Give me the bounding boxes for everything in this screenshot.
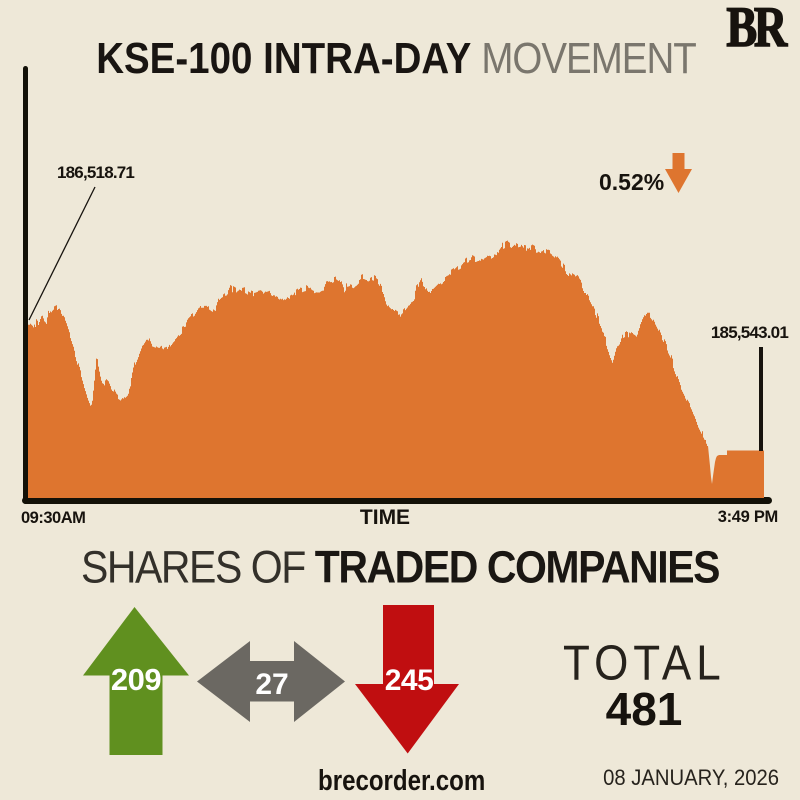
svg-text:27: 27 (255, 668, 288, 701)
svg-text:245: 245 (385, 664, 434, 697)
svg-text:209: 209 (111, 662, 161, 697)
